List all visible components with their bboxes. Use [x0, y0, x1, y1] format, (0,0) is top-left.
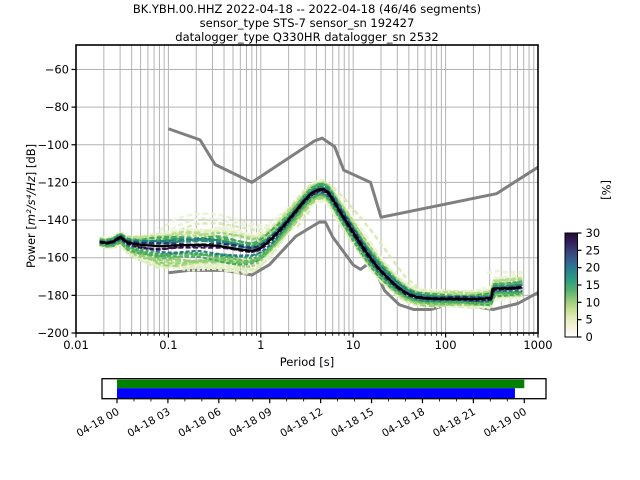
x-tick-label: 1000 — [523, 338, 552, 352]
nhnm-line — [167, 127, 538, 219]
timeline-tick-label: 04-18 15 — [329, 406, 376, 440]
colorbar-tick-label: 30 — [586, 226, 601, 240]
pdf-density-line — [99, 195, 523, 306]
figure-title: BK.YBH.00.HHZ 2022-04-18 -- 2022-04-18 (… — [132, 2, 482, 16]
y-tick-label: −180 — [37, 288, 69, 302]
timeline-tick-label: 04-18 18 — [380, 406, 427, 440]
title-block: BK.YBH.00.HHZ 2022-04-18 -- 2022-04-18 (… — [76, 2, 538, 44]
timeline-tick-label: 04-18 06 — [176, 406, 223, 440]
colorbar-tick-label: 15 — [586, 278, 601, 292]
y-tick-label: −200 — [37, 326, 69, 340]
mode-line — [99, 188, 522, 301]
pdf-density-line — [99, 182, 523, 299]
x-tick-label: 10 — [346, 338, 361, 352]
pdf-density-cloud — [99, 179, 523, 310]
pdf-density-line — [99, 181, 523, 297]
colorbar-tick-label: 5 — [586, 313, 593, 327]
y-axis-label-units: m²/s⁴/Hz — [24, 176, 38, 226]
pdf-density-line — [99, 194, 523, 307]
y-tick-label: −80 — [45, 100, 69, 114]
x-axis-label: Period [s] — [279, 355, 335, 369]
y-tick-label: −140 — [37, 213, 69, 227]
pdf-density-line — [99, 196, 523, 306]
timeline-tick-label: 04-18 21 — [431, 406, 478, 440]
y-tick-label: −100 — [37, 138, 69, 152]
pdf-density-line — [99, 199, 523, 310]
pdf-outlier-trace — [153, 200, 316, 238]
timeline-tick-label: 04-18 09 — [227, 406, 274, 440]
colorbar: 0 5 10 15 20 25 30 — [564, 226, 601, 344]
ppsd-plot-content — [99, 127, 538, 311]
pdf-density-line — [99, 193, 523, 307]
pdf-density-line — [99, 192, 523, 303]
timeline-tick-label: 04-19 00 — [482, 406, 529, 440]
plot-border — [75, 44, 539, 334]
tick-labels: 0.01 0.1 1 10 100 1000 −60 −80 −100 −120 −140 −160 −… — [37, 62, 552, 352]
coverage-timeline: 04-18 00 04-18 03 04-18 06 04-18 09 04-18 12… — [75, 378, 547, 440]
y-tick-label: −160 — [37, 251, 69, 265]
colorbar-tick-label: 20 — [586, 261, 601, 275]
x-tick-label: 1 — [257, 338, 264, 352]
pdf-outlier-trace — [331, 186, 419, 288]
y-axis-label-suffix: ] [dB] — [24, 143, 38, 177]
y-axis-label: Power [m²/s⁴/Hz] [dB] — [24, 144, 38, 268]
x-tick-label: 0.01 — [63, 338, 89, 352]
pdf-density-line — [99, 186, 523, 299]
tick-marks — [71, 68, 539, 338]
axes: 0.01 0.1 1 10 100 1000 −60 −80 −100 −120 −140 −160 −… — [37, 44, 553, 352]
pdf-density-line — [99, 185, 523, 299]
colorbar-tick-label: 10 — [586, 295, 601, 309]
y-tick-label: −120 — [37, 175, 69, 189]
y-axis-label-prefix: Power [ — [24, 225, 38, 268]
timeline-border — [101, 378, 547, 400]
figure-subtitle-sensor: sensor_type STS-7 sensor_sn 192427 — [199, 16, 415, 30]
pdf-density-line — [99, 187, 523, 299]
pdf-density-line — [99, 193, 523, 304]
figure-subtitle-datalogger: datalogger_type Q330HR datalogger_sn 253… — [175, 30, 439, 44]
colorbar-tick-label: 0 — [586, 330, 593, 344]
colorbar-tick-label: 25 — [586, 243, 601, 257]
timeline-tick-label: 04-18 00 — [75, 406, 122, 440]
pdf-outlier-trace — [324, 184, 422, 294]
coverage-bar-blue — [117, 388, 515, 399]
x-tick-label: 0.1 — [159, 338, 177, 352]
x-tick-label: 100 — [435, 338, 457, 352]
colorbar-gradient — [564, 232, 578, 338]
pdf-density-line — [99, 194, 523, 307]
colorbar-label: [%] — [599, 180, 613, 200]
timeline-tick-label: 04-18 03 — [126, 406, 173, 440]
y-tick-label: −60 — [45, 62, 69, 76]
pdf-density-line — [99, 193, 523, 305]
pdf-density-line — [99, 195, 523, 306]
coverage-bar-green — [117, 379, 525, 389]
pdf-outlier-trace — [486, 269, 524, 275]
timeline-tick-label: 04-18 12 — [278, 406, 325, 440]
